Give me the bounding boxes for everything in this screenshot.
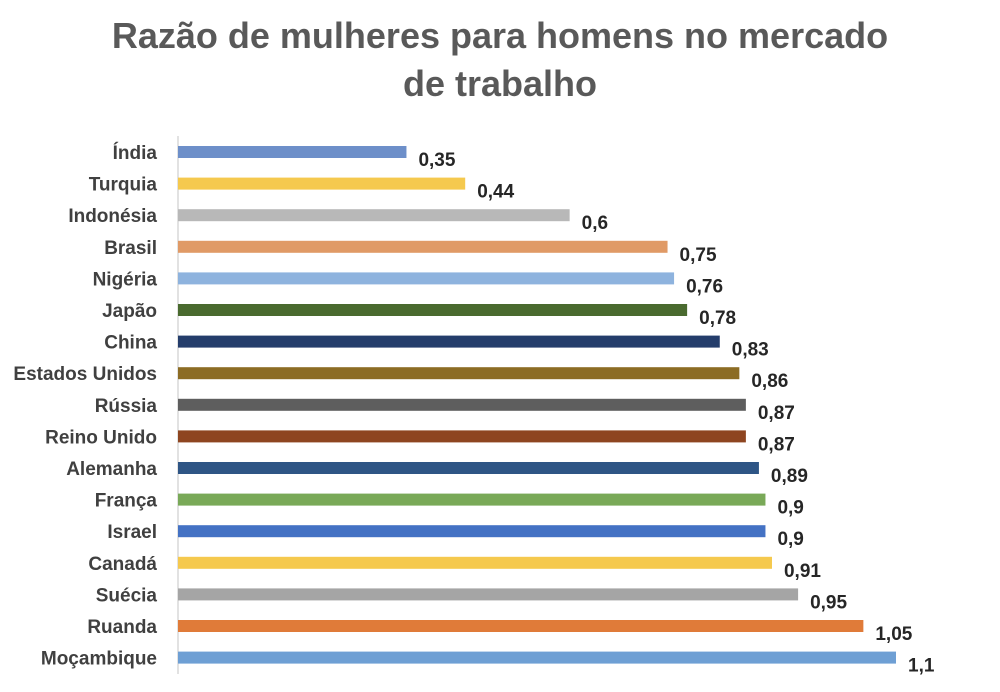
data-label: 0,86 — [751, 371, 788, 392]
category-label: Moçambique — [41, 649, 157, 670]
data-label: 0,87 — [758, 434, 795, 455]
bar — [178, 304, 688, 316]
bar — [178, 209, 570, 222]
bar — [178, 146, 407, 158]
data-label: 0,87 — [758, 403, 795, 424]
category-label: Reino Unido — [45, 427, 157, 448]
category-label: Brasil — [104, 238, 157, 259]
bar — [178, 398, 746, 411]
category-label: Suécia — [96, 585, 158, 606]
data-label: 0,35 — [418, 150, 455, 171]
bar — [178, 177, 466, 190]
bar — [178, 651, 896, 664]
category-label: Alemanha — [66, 459, 157, 480]
data-label: 0,78 — [699, 308, 736, 329]
chart-title: Razão de mulheres para homens no mercado… — [0, 12, 1000, 108]
data-label: 0,44 — [477, 182, 514, 203]
bar — [178, 620, 864, 632]
data-label: 0,89 — [771, 466, 808, 487]
data-label: 0,95 — [810, 592, 847, 613]
bar — [178, 240, 668, 253]
data-label: 0,76 — [686, 276, 723, 297]
category-label: Rússia — [95, 396, 158, 417]
chart-title-line-1: Razão de mulheres para homens no mercado — [111, 15, 889, 56]
data-label: 0,75 — [680, 245, 717, 266]
bar — [178, 367, 740, 380]
data-label: 0,9 — [777, 529, 803, 550]
data-label: 0,6 — [582, 213, 608, 234]
data-label: 0,83 — [732, 340, 769, 361]
bar — [178, 588, 799, 601]
bar — [178, 430, 746, 443]
bar — [178, 272, 675, 285]
bars-group: Índia 0,35 Turquia 0,44 Indonésia 0,6 Brasil 0,… — [13, 142, 934, 677]
category-label: Japão — [102, 301, 157, 322]
category-label: Estados Unidos — [13, 364, 157, 385]
bar — [178, 462, 759, 474]
category-label: França — [95, 491, 158, 512]
bar — [178, 556, 772, 569]
category-label: China — [104, 333, 157, 354]
category-label: Indonésia — [68, 206, 157, 227]
bar — [178, 493, 766, 506]
data-label: 1,05 — [875, 624, 912, 645]
category-label: Índia — [113, 142, 158, 164]
data-label: 1,1 — [908, 656, 935, 677]
bar — [178, 525, 766, 538]
bar — [178, 335, 720, 348]
category-label: Nigéria — [93, 269, 158, 290]
category-label: Turquia — [89, 175, 158, 196]
category-label: Ruanda — [87, 617, 157, 638]
data-label: 0,9 — [777, 498, 803, 519]
category-label: Canadá — [88, 554, 157, 575]
data-label: 0,91 — [784, 561, 821, 582]
category-label: Israel — [107, 522, 157, 543]
chart-title-line-2: de trabalho — [402, 63, 598, 104]
